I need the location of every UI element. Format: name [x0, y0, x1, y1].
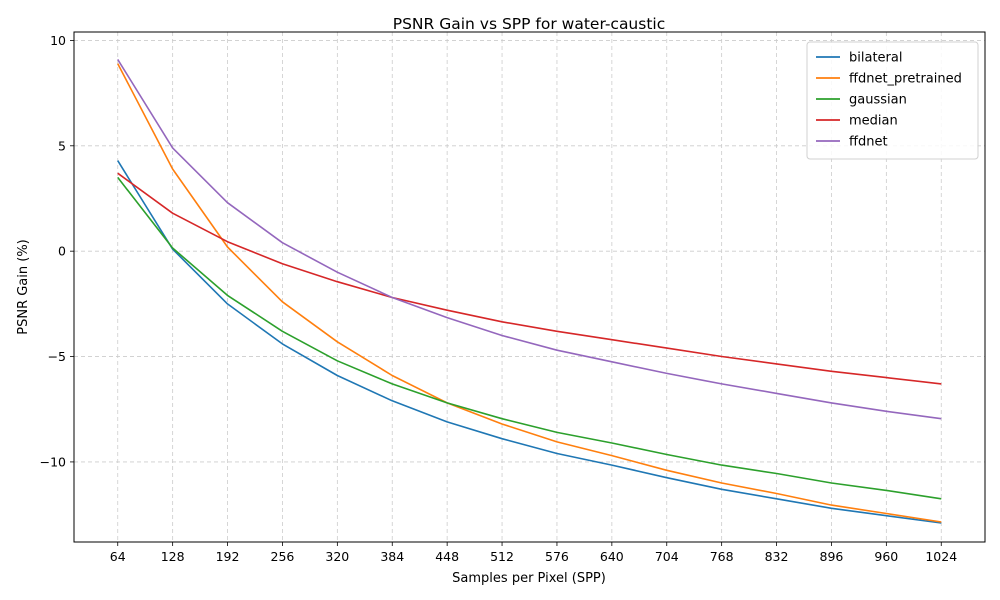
legend-label: median	[849, 114, 898, 129]
series-lines	[116, 58, 942, 524]
legend-label: gaussian	[849, 93, 907, 108]
series-line-gaussian	[117, 176, 942, 500]
x-tick-label: 448	[435, 549, 459, 564]
chart-title: PSNR Gain vs SPP for water-caustic	[393, 15, 666, 33]
x-tick-label: 384	[380, 549, 404, 564]
series-line-bilateral	[117, 160, 942, 524]
y-tick-label: −10	[40, 454, 66, 469]
legend-label: bilateral	[849, 51, 902, 66]
x-tick-label: 1024	[925, 549, 957, 564]
x-tick-label: 512	[490, 549, 514, 564]
plot-frame	[73, 31, 986, 543]
legend-label: ffdnet	[849, 135, 888, 150]
legend-label: ffdnet_pretrained	[849, 72, 962, 87]
y-tick-label: 0	[58, 244, 66, 259]
series-line-ffdnet	[117, 58, 942, 420]
y-tick-label: −5	[48, 349, 66, 364]
x-tick-label: 704	[655, 549, 679, 564]
x-tick-label: 896	[820, 549, 844, 564]
x-tick-label: 64	[110, 549, 126, 564]
x-tick-label: 256	[271, 549, 295, 564]
x-tick-label: 640	[600, 549, 624, 564]
x-axis-title: Samples per Pixel (SPP)	[452, 571, 606, 586]
x-tick-label: 320	[325, 549, 349, 564]
x-tick-label: 832	[765, 549, 789, 564]
x-tick-label: 960	[874, 549, 898, 564]
x-tick-label: 768	[710, 549, 734, 564]
x-tick-label: 576	[545, 549, 569, 564]
legend-box	[806, 41, 979, 160]
legend: bilateral ffdnet_pretrained gaussian median…	[806, 41, 979, 160]
y-axis-title: PSNR Gain (%)	[16, 239, 31, 335]
x-axis: 64 128 192 256 320 384 448 512 576 640 704 768 832 89…	[110, 542, 957, 564]
series-line-median	[117, 172, 942, 385]
y-axis: 10 5 0 −5 −10	[40, 33, 74, 469]
x-tick-label: 192	[216, 549, 240, 564]
series-line-ffdnet-pretrained	[116, 63, 942, 523]
y-tick-label: 10	[50, 33, 66, 48]
y-tick-label: 5	[58, 138, 66, 153]
x-tick-label: 128	[161, 549, 185, 564]
